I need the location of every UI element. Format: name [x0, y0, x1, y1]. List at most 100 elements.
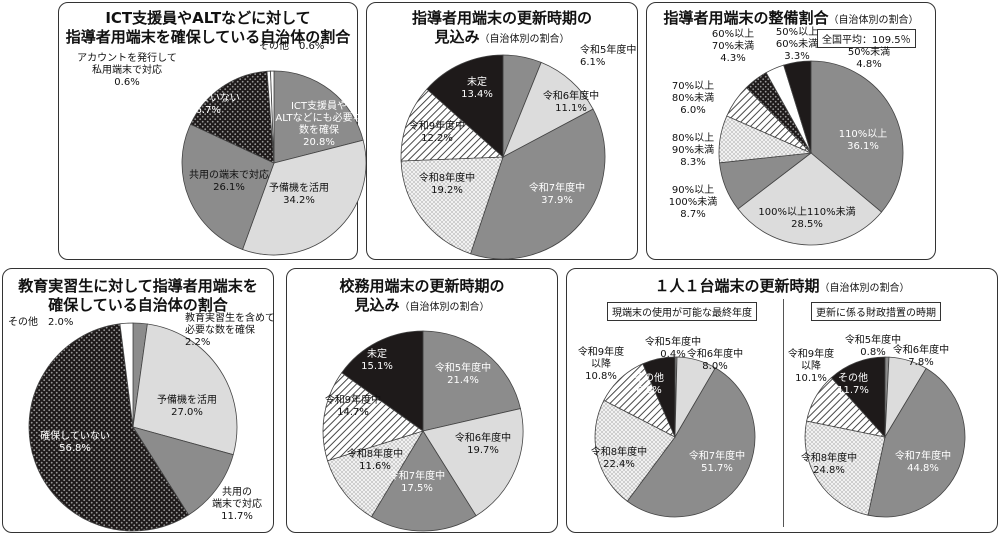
pie-slice — [737, 152, 883, 246]
pie-slice — [502, 61, 594, 158]
panel-title: 指導者用端末の整備割合（自治体別の割合） — [647, 9, 935, 30]
pie-slice — [341, 330, 424, 432]
panel-student-teacher: 教育実習生に対して指導者用端末を 確保している自治体の割合 教育実習生を含めて必… — [2, 268, 275, 533]
title-line-1: 校務用端末の更新時期の — [339, 277, 505, 295]
slice-label: 確保していない 56.8% — [40, 429, 110, 454]
slice-label: その他 11.7% — [837, 371, 869, 396]
title-sub: （自治体別の割合） — [819, 283, 910, 294]
pie-slice — [470, 108, 606, 260]
panel-school-affairs-update: 校務用端末の更新時期の 見込み（自治体別の割合） 令和5年度中 21.4% 令和6年… — [286, 268, 558, 533]
slice-label: アカウントを発行して私用端末で対応 0.6% — [77, 51, 177, 88]
right-subtitle-box: 更新に係る財政措置の時期 — [811, 302, 941, 321]
pie-slice — [867, 367, 966, 518]
pie-slice — [181, 123, 275, 250]
slice-label: 60%以上 70%未満 4.3% — [712, 28, 754, 64]
slice-label: 令和6年度中 19.7% — [455, 431, 511, 456]
pie-slice — [327, 430, 424, 518]
slice-label: その他 2.0% — [8, 315, 73, 328]
pie-slice — [830, 356, 886, 439]
title-line-1: 指導者用端末の整備割合 — [663, 9, 829, 27]
pie-chart-teacher-update-timing: 令和5年度中 6.1% 令和6年度中 11.1% 令和7年度中 37.9% 令和8年度中 19… — [400, 43, 636, 260]
title-line-1: ICT支援員やALTなどに対して — [105, 9, 311, 27]
slice-label: 未定 15.1% — [361, 347, 393, 372]
pie-chart-school-affairs-update: 令和5年度中 21.4% 令和6年度中 19.7% 令和7年度中 17.5%令和8年度中 1… — [322, 330, 524, 532]
panel-title: ICT支援員やALTなどに対して 指導者用端末を確保している自治体の割合 — [59, 9, 357, 47]
slice-label: 令和8年度中 19.2% — [419, 171, 475, 196]
slice-label: 令和9年度中 14.7% — [325, 393, 381, 418]
slice-label: 90%以上 100%未満 8.7% — [669, 184, 718, 220]
slice-label: その他 6.6% — [634, 371, 664, 396]
pie-slice — [273, 70, 364, 164]
pie-slice — [810, 60, 904, 213]
slice-label: 80%以上 90%未満 8.3% — [672, 132, 714, 168]
left-subtitle-box: 現端末の使用が可能な最終年度 — [607, 302, 757, 321]
pie-slice — [642, 356, 676, 438]
slice-label: 教育実習生を含めて必要な数を確保 2.2% — [185, 311, 275, 348]
title-line-2: 指導者用端末を確保している自治体の割合 — [65, 28, 351, 46]
slice-label: 70%以上 80%未満 6.0% — [672, 80, 714, 116]
panel-title: 教育実習生に対して指導者用端末を 確保している自治体の割合 — [3, 277, 273, 315]
pie-slice — [426, 54, 504, 158]
slice-label: 令和9年度中 12.2% — [409, 119, 465, 144]
slice-label: 50%以上 60%未満 3.3% — [776, 26, 818, 62]
pie-slice — [783, 60, 812, 154]
title-line-2: 見込み — [434, 28, 480, 46]
pie-slice — [626, 367, 756, 518]
national-average-note: 全国平均：109.5％ — [817, 29, 916, 48]
pie-chart-student-teacher: 教育実習生を含めて必要な数を確保 2.2% 予備機を活用 27.0% 共用の端末で対応 1… — [8, 311, 275, 532]
slice-label: 令和5年度中 21.4% — [435, 361, 491, 386]
panel-teacher-update-timing: 指導者用端末の更新時期の 見込み（自治体別の割合） 令和5年度中 6.1% 令和6年… — [366, 2, 638, 260]
slice-label: 共用の端末で対応 26.1% — [189, 168, 269, 193]
pie-slice — [132, 323, 238, 456]
slice-label: 令和9年度以降 10.1% — [788, 347, 834, 384]
panel-title: 校務用端末の更新時期の 見込み（自治体別の割合） — [287, 277, 557, 317]
slice-label: 令和7年度中 17.5% — [389, 469, 445, 494]
panel-one-per-student-update: １人１台端末の更新時期（自治体別の割合） 現端末の使用が可能な最終年度 更新に係… — [566, 268, 998, 533]
title-sub: （自治体別の割合） — [399, 302, 490, 313]
pie-slice — [322, 372, 424, 462]
panel-title: 指導者用端末の更新時期の 見込み（自治体別の割合） — [367, 9, 637, 49]
slice-label: 令和6年度中 8.0% — [687, 347, 743, 372]
slice-label: 令和8年度中 22.4% — [591, 445, 647, 470]
pie-slice — [242, 139, 367, 256]
pie-slice — [190, 70, 275, 164]
slice-label: 令和5年度中 0.8% — [845, 333, 901, 358]
pie-slice — [119, 322, 134, 428]
slice-label: 令和6年度中 11.1% — [543, 89, 599, 114]
pie-slice — [28, 323, 190, 532]
panel-title: １人１台端末の更新時期（自治体別の割合） — [567, 277, 997, 298]
title-line-2: 確保している自治体の割合 — [48, 296, 228, 314]
pie-slice — [804, 420, 886, 516]
title-line-2: 見込み — [354, 296, 400, 314]
slice-label: 令和7年度中 37.9% — [529, 181, 585, 206]
title-line-1: １人１台端末の更新時期 — [654, 277, 820, 295]
pie-chart-teacher-device-ratio: 110%以上 36.1% 100%以上110%未満 28.5% 90%以上 100%未満 8… — [669, 26, 904, 246]
slice-label: 令和6年度中 7.8% — [893, 343, 949, 368]
slice-label: 110%以上 36.1% — [839, 128, 888, 152]
slice-label: ICT支援員や ALTなどにも必要な数を確保 20.8% — [275, 99, 362, 148]
pie-slice — [400, 88, 505, 162]
slice-label: 令和7年度中 44.8% — [895, 449, 951, 474]
pie-slice — [422, 330, 521, 432]
pie-chart-ict-support: ICT支援員や ALTなどにも必要な数を確保 20.8% 予備機を活用 34.2%共用の… — [77, 39, 367, 256]
pie-slice — [422, 408, 524, 517]
slice-label: 令和9年度以降 10.8% — [578, 345, 624, 382]
pie-slice — [371, 430, 477, 532]
slice-label: その他 0.6% — [259, 39, 324, 52]
slice-label: 予備機を活用 34.2% — [269, 181, 329, 206]
slice-label: 令和8年度中 24.8% — [801, 451, 857, 476]
pie-slice — [400, 156, 504, 255]
center-divider — [783, 299, 784, 527]
title-sub: （自治体別の割合） — [828, 15, 919, 26]
pie-slice — [594, 399, 676, 502]
panel-teacher-device-ratio: 指導者用端末の整備割合（自治体別の割合） 全国平均：109.5％ 110%以上 3… — [646, 2, 936, 260]
slice-label: 令和5年度中 0.4% — [645, 335, 701, 360]
slice-label: 予備機を活用 27.0% — [157, 393, 217, 418]
slice-label: 100%以上110%未満 28.5% — [758, 206, 855, 230]
slice-label: 未定 13.4% — [461, 75, 493, 100]
pie-chart-one-per-student-update: 令和5年度中 0.4% 令和6年度中 8.0% 令和7年度中 51.7% 令和8年度中 22.… — [578, 333, 966, 518]
slice-label: 令和7年度中 51.7% — [689, 449, 745, 474]
slice-label: 共用の端末で対応 11.7% — [212, 486, 262, 522]
title-line-1: 教育実習生に対して指導者用端末を — [18, 277, 258, 295]
pie-slice — [270, 70, 275, 164]
